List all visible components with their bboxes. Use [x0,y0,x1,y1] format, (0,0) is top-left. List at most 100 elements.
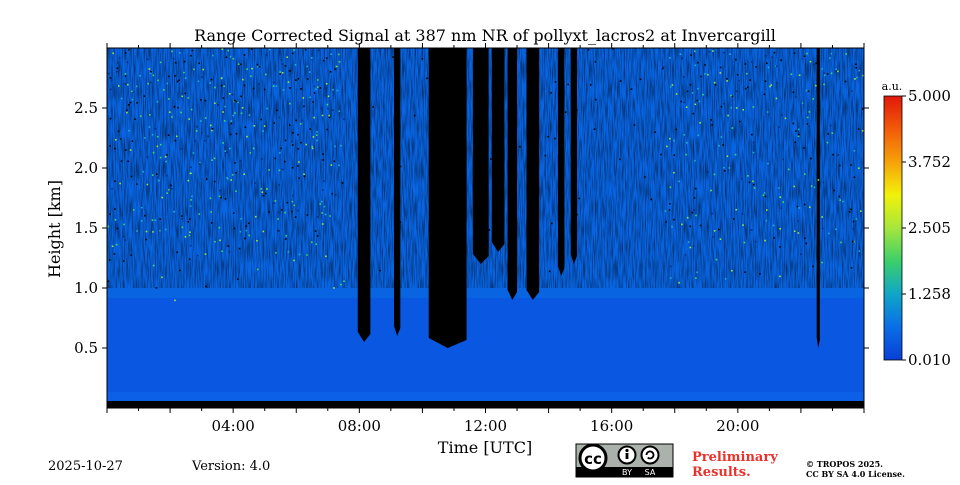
speckle [729,53,731,55]
speckle [844,80,847,83]
speckle [305,143,307,146]
speckle [250,75,252,78]
speckle [117,130,120,132]
x-tick-label: 08:00 [338,417,381,435]
speckle [576,213,578,216]
speckle [262,194,265,197]
speckle [792,122,795,125]
speckle [124,73,127,75]
speckle [324,213,327,216]
speckle [762,194,765,197]
speckle [769,85,771,88]
speckle [274,200,277,202]
speckle [308,71,311,73]
speckle [119,138,122,140]
speckle [443,92,446,94]
speckle [731,95,734,98]
speckle [850,267,853,269]
speckle [853,176,856,179]
speckle [792,91,795,94]
speckle [689,225,692,228]
speckle [210,211,212,213]
speckle [286,201,289,204]
speckle [246,68,248,70]
speckle [328,116,331,119]
speckle [711,124,713,126]
speckle [660,153,662,156]
speckle [319,203,322,205]
speckle [413,114,416,117]
speckle [274,157,277,160]
speckle [204,99,207,102]
speckle [284,211,286,214]
speckle [806,123,809,125]
speckle [735,90,738,93]
speckle [838,164,841,167]
x-axis-label: Time [UTC] [438,438,532,457]
speckle [200,99,202,101]
speckle [124,83,127,85]
speckle [172,57,175,60]
speckle [284,238,287,240]
speckle [265,73,267,76]
speckle [211,129,213,132]
speckle [752,151,755,154]
speckle [131,98,134,101]
speckle [175,135,178,138]
speckle [219,189,221,192]
speckle [303,175,306,178]
near-ground-layer [107,392,864,401]
speckle [848,211,851,213]
speckle [675,93,678,95]
speckle [154,128,157,130]
speckle [188,234,191,237]
speckle [665,221,668,223]
speckle [125,149,127,151]
speckle [744,87,747,90]
speckle [254,215,257,218]
speckle [691,92,694,94]
speckle [181,215,183,217]
speckle [426,77,428,80]
speckle [224,105,226,108]
speckle [197,80,200,83]
speckle [857,167,860,170]
speckle [818,138,820,141]
speckle [321,223,324,225]
speckle [171,50,173,53]
speckle [803,173,806,175]
speckle [734,153,737,156]
speckle [288,102,291,105]
speckle [723,166,725,169]
speckle [694,50,696,53]
speckle [287,250,290,253]
speckle [702,93,704,96]
speckle [780,114,783,116]
speckle [337,53,340,56]
speckle [322,153,324,156]
speckle [334,68,337,70]
speckle [764,55,767,57]
speckle [673,218,675,221]
speckle [118,57,121,59]
speckle [234,112,236,114]
speckle [205,178,208,180]
speckle [329,215,331,217]
speckle [306,65,308,68]
speckle [830,52,833,55]
speckle [166,154,168,156]
speckle [764,195,767,198]
speckle [111,187,113,190]
speckle [253,125,256,127]
cloud-band [526,48,540,300]
speckle [174,61,177,64]
speckle [190,172,193,175]
speckle [852,228,854,230]
speckle [340,144,342,147]
speckle [297,165,299,167]
speckle [728,167,731,169]
speckle [189,231,191,234]
x-tick-label: 12:00 [464,417,507,435]
speckle [198,162,201,165]
speckle [833,189,836,192]
